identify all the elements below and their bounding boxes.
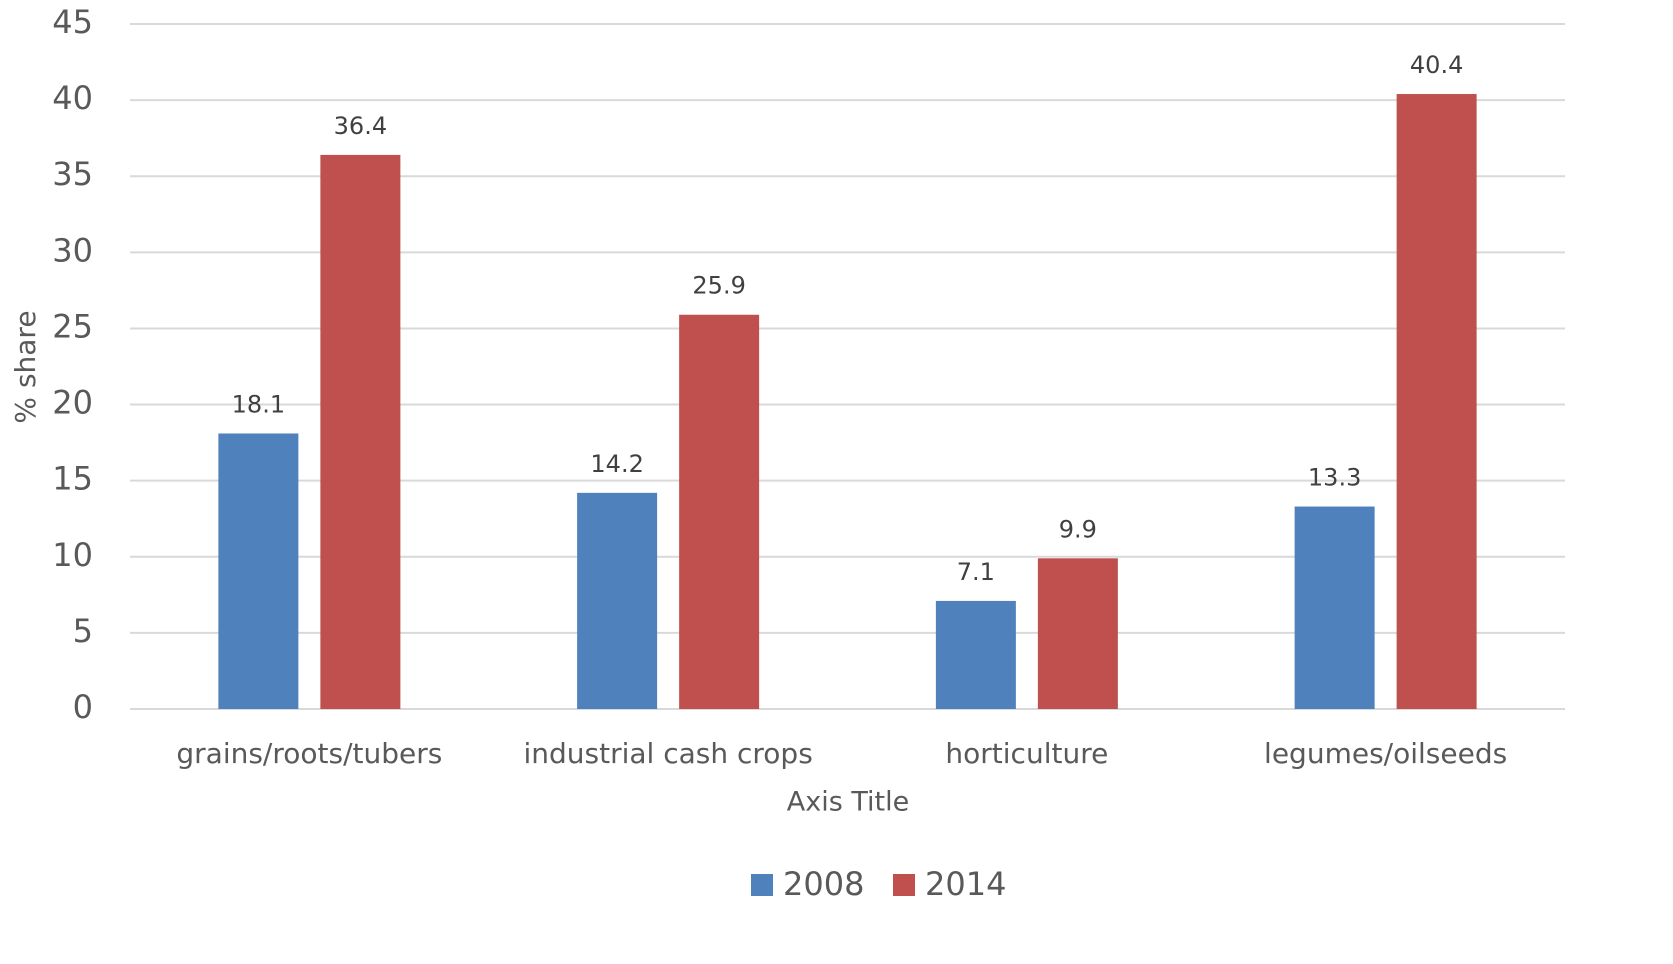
data-label: 25.9 — [692, 272, 745, 300]
bar — [1294, 506, 1375, 709]
legend-swatch — [751, 874, 773, 896]
bar — [1396, 94, 1477, 710]
data-label: 13.3 — [1308, 464, 1361, 492]
legend-label: 2008 — [783, 865, 864, 903]
x-tick-label: legumes/oilseeds — [1264, 737, 1507, 770]
legend-swatch — [893, 874, 915, 896]
x-axis-title: Axis Title — [787, 787, 909, 818]
x-tick-label: industrial cash crops — [523, 737, 812, 770]
data-label: 9.9 — [1059, 515, 1097, 543]
data-label: 18.1 — [232, 390, 285, 418]
y-tick-label: 5 — [73, 612, 93, 650]
y-tick-label: 45 — [52, 3, 93, 41]
y-tick-label: 35 — [52, 155, 93, 193]
y-axis-title: % share — [9, 310, 42, 423]
bar — [320, 154, 401, 709]
data-label: 36.4 — [334, 112, 387, 140]
y-tick-label: 25 — [52, 307, 93, 345]
y-tick-label: 15 — [52, 460, 93, 498]
data-label: 7.1 — [957, 558, 995, 586]
y-tick-label: 0 — [73, 688, 93, 726]
bar — [679, 314, 760, 709]
y-tick-label: 30 — [52, 231, 93, 269]
y-tick-label: 10 — [52, 536, 93, 574]
bar — [935, 600, 1016, 709]
data-label: 14.2 — [590, 450, 643, 478]
bar — [577, 492, 658, 709]
y-tick-label: 40 — [52, 79, 93, 117]
bar — [1037, 558, 1118, 709]
x-tick-label: grains/roots/tubers — [176, 737, 442, 770]
y-tick-label: 20 — [52, 384, 93, 422]
bar — [218, 433, 299, 709]
x-tick-label: horticulture — [945, 737, 1108, 770]
data-label: 40.4 — [1410, 51, 1463, 79]
legend-label: 2014 — [925, 865, 1006, 903]
